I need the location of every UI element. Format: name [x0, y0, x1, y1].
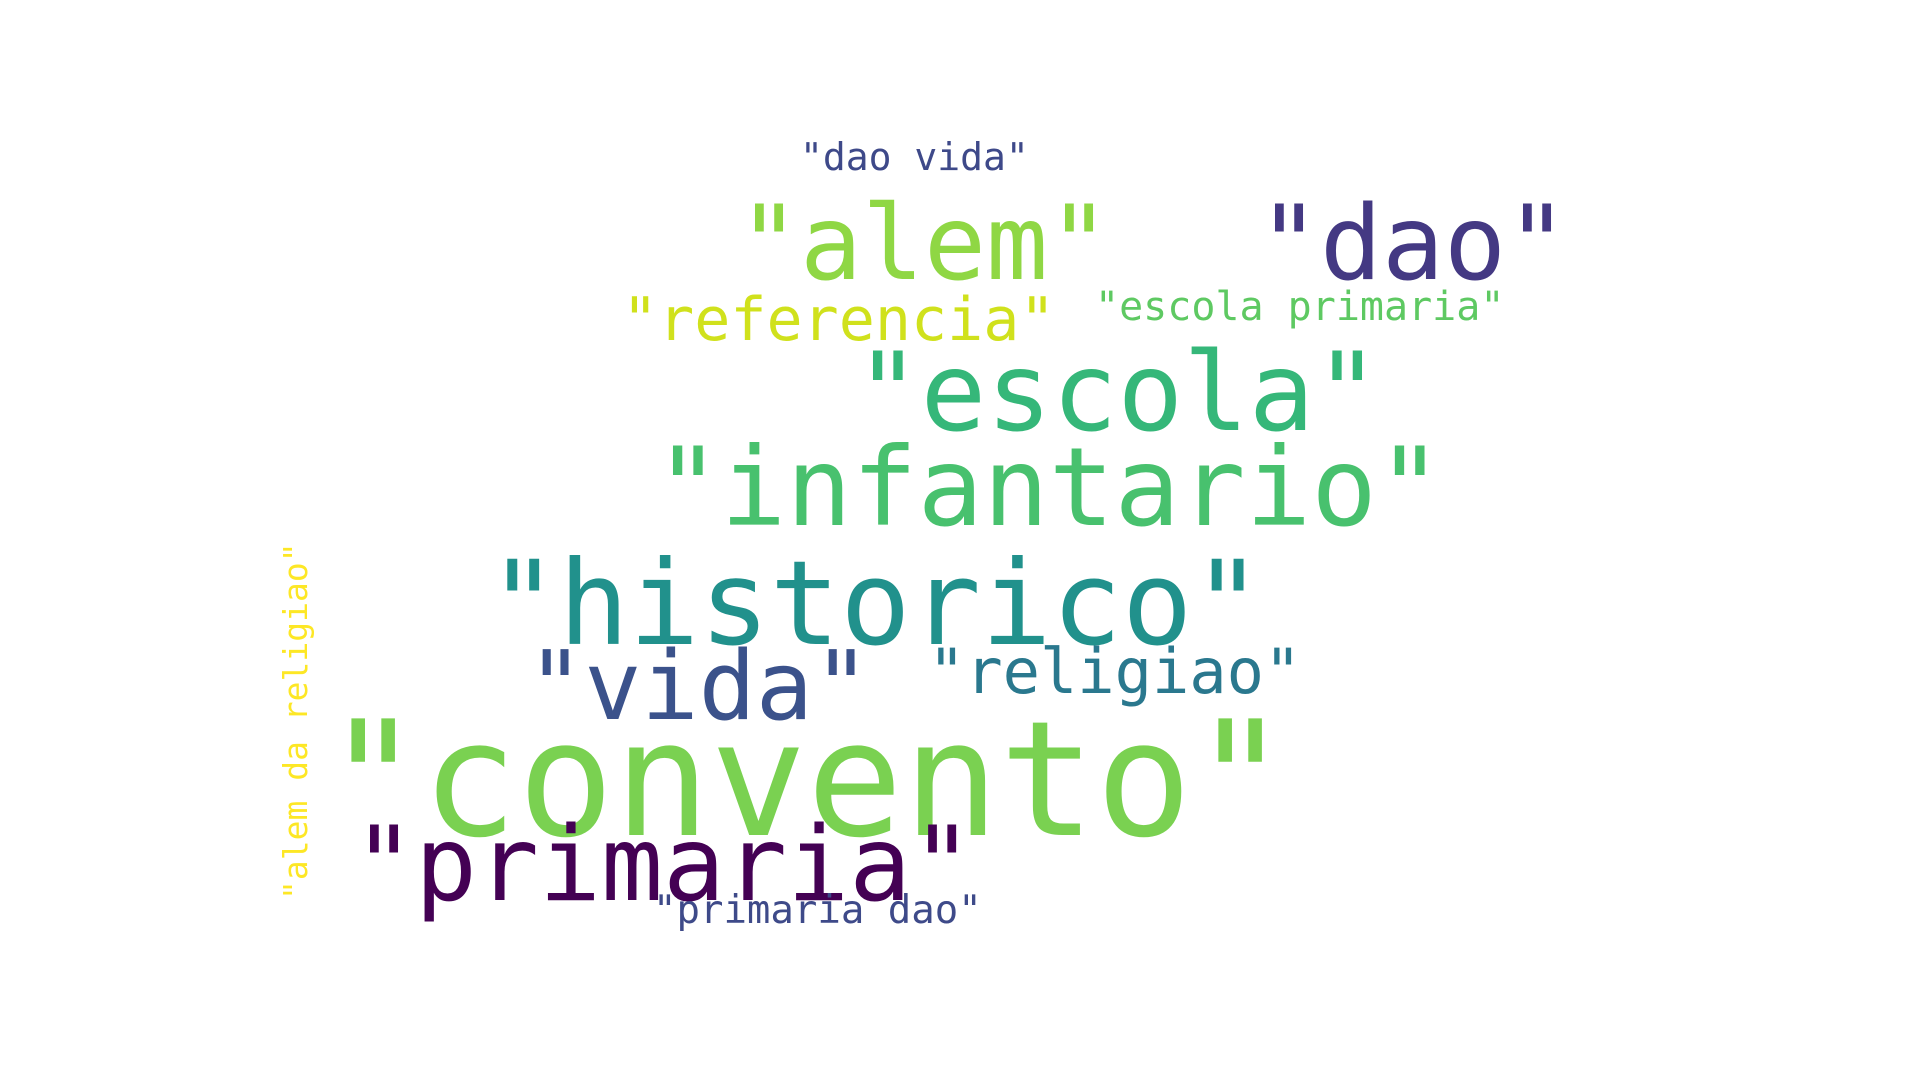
word-historico: "historico" [488, 535, 1263, 672]
word-primaria-dao: "primaria dao" [653, 888, 982, 933]
word-alem: "alem" [738, 184, 1111, 304]
word-referencia: "referencia" [622, 285, 1056, 355]
word-dao-vida: "dao vida" [800, 135, 1029, 179]
word-dao: "dao" [1258, 184, 1569, 304]
word-religiao: "religiao" [928, 635, 1302, 708]
word-convento: "convento" [325, 686, 1289, 873]
word-infantario: "infantario" [655, 424, 1443, 551]
word-vida: "vida" [527, 632, 871, 742]
word-alem-da-religiao: "alem da religiao" [276, 542, 315, 900]
word-escola-primaria: "escola primaria" [1095, 284, 1505, 330]
word-escola: "escola" [855, 329, 1380, 456]
word-primaria: "primaria" [353, 805, 974, 925]
